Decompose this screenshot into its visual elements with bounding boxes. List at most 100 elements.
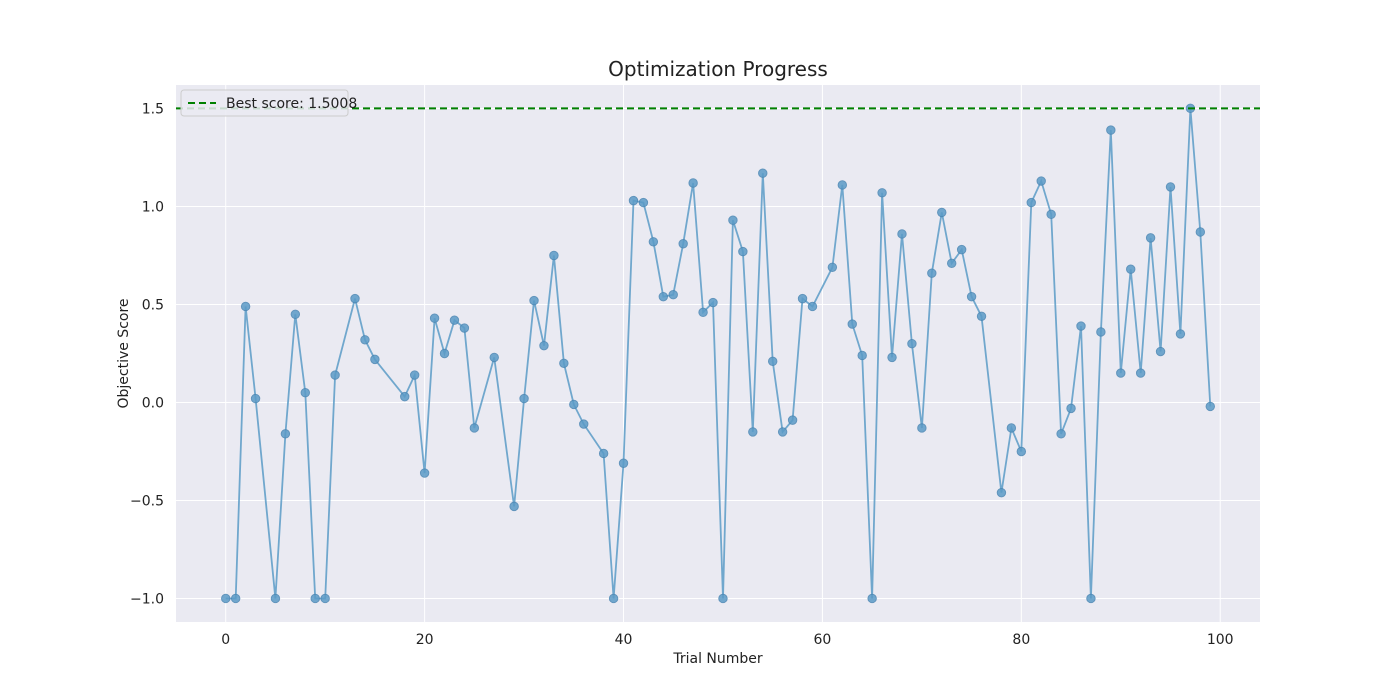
data-point [1155, 346, 1166, 357]
data-point [429, 313, 440, 323]
data-point [1165, 182, 1176, 192]
data-point [1076, 321, 1086, 331]
data-point [439, 348, 450, 359]
data-point [907, 339, 917, 349]
x-tick-label: 40 [615, 632, 633, 648]
data-point [1096, 327, 1106, 337]
data-point [698, 307, 708, 318]
data-point [559, 358, 569, 368]
legend-label: Best score: 1.5008 [226, 96, 357, 112]
data-point [1036, 176, 1046, 186]
data-point [758, 168, 768, 178]
data-point [579, 419, 589, 429]
data-point [350, 293, 360, 304]
y-tick-label: 1.5 [142, 102, 164, 118]
x-tick-label: 80 [1012, 632, 1030, 648]
data-point [300, 387, 310, 398]
data-point [250, 393, 261, 404]
data-point [1195, 227, 1206, 237]
x-axis-label: Trial Number [672, 651, 763, 667]
data-point [1145, 233, 1156, 243]
data-point [917, 423, 927, 433]
y-tick-label: 0.5 [142, 298, 164, 314]
data-point [360, 335, 370, 345]
data-point [628, 195, 639, 206]
data-point [1205, 401, 1215, 412]
data-point [887, 352, 897, 363]
data-point [797, 293, 808, 304]
data-point [1086, 593, 1096, 604]
data-point [509, 501, 519, 512]
data-point [807, 301, 818, 312]
data-point [1006, 423, 1017, 433]
data-point [837, 180, 848, 190]
data-point [549, 250, 559, 261]
data-point [1016, 446, 1027, 457]
data-point [1046, 209, 1056, 220]
data-point [569, 399, 579, 410]
data-point [1116, 368, 1126, 378]
data-point [648, 237, 659, 247]
data-point [777, 427, 788, 437]
data-point [459, 323, 470, 333]
data-point [738, 246, 748, 257]
data-point [996, 487, 1007, 498]
data-point [1135, 368, 1146, 378]
data-point [688, 178, 698, 188]
y-tick-label: −1.0 [130, 591, 164, 607]
data-point [280, 429, 291, 439]
data-point [718, 593, 728, 604]
data-point [976, 311, 987, 321]
data-point [1106, 125, 1116, 135]
data-point [1175, 329, 1186, 339]
data-point [409, 370, 420, 380]
data-point [310, 593, 320, 604]
data-point [330, 370, 340, 380]
data-point [867, 593, 877, 604]
data-point [608, 593, 619, 604]
data-point [290, 309, 301, 320]
data-point [1056, 429, 1066, 439]
x-axis-ticks: 0 20 40 60 80 100 [221, 632, 1233, 648]
data-point [370, 354, 380, 365]
data-point [678, 239, 688, 249]
data-point [927, 268, 937, 278]
data-point [1066, 403, 1076, 414]
data-point [966, 291, 977, 302]
legend: Best score: 1.5008 [180, 89, 357, 117]
x-tick-label: 0 [221, 632, 230, 648]
data-point [598, 448, 609, 459]
data-point [658, 291, 669, 302]
y-tick-label: 1.0 [142, 200, 164, 216]
data-point [1126, 264, 1136, 274]
data-point [240, 301, 251, 312]
data-point [857, 350, 867, 361]
plot-background [176, 85, 1260, 622]
data-point [748, 427, 758, 437]
data-point [618, 458, 629, 468]
data-point [877, 188, 887, 198]
data-point [947, 258, 957, 269]
x-tick-label: 100 [1207, 632, 1234, 648]
y-axis-ticks: −1.0 −0.5 0.0 0.5 1.0 1.5 [130, 102, 164, 608]
data-point [668, 290, 678, 300]
chart-title: Optimization Progress [608, 57, 828, 81]
data-point [728, 215, 738, 225]
series-points [221, 103, 1215, 604]
data-point [400, 391, 410, 402]
data-point [539, 340, 549, 351]
data-point [1026, 197, 1036, 208]
data-point [270, 593, 281, 604]
y-tick-label: 0.0 [142, 395, 164, 411]
legend-box [180, 89, 349, 117]
x-tick-label: 60 [814, 632, 832, 648]
data-point [419, 468, 430, 478]
data-point [638, 197, 649, 208]
data-point [230, 593, 241, 604]
data-point [489, 352, 499, 363]
data-point [469, 423, 480, 433]
data-point [320, 593, 330, 604]
y-axis-label: Objective Score [116, 298, 132, 408]
data-point [937, 207, 947, 218]
